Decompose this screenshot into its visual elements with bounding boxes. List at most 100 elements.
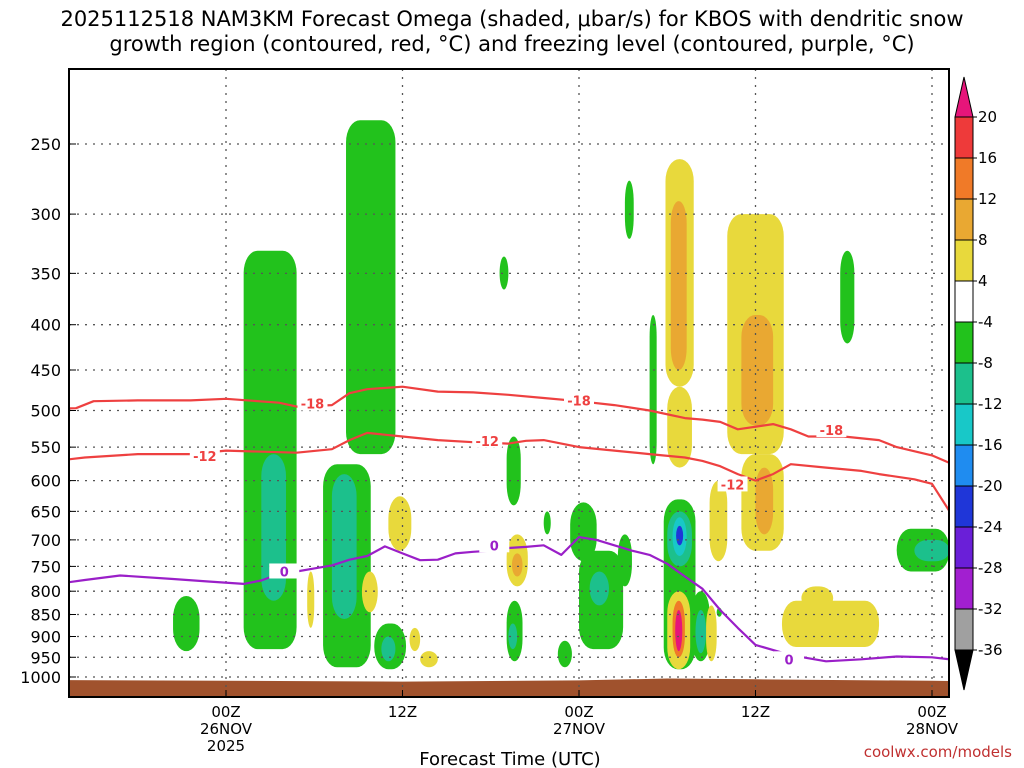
x-axis-title: Forecast Time (UTC) [419, 749, 600, 768]
freezing-label-c: 0 [785, 653, 794, 668]
ytick-label-700: 700 [30, 531, 61, 550]
colorbar-bin-12 [954, 567, 974, 610]
omega-cell-47 [781, 600, 880, 648]
omega-cell-6 [346, 120, 396, 455]
colorbar-bin-7 [954, 362, 974, 405]
omega-cell-7 [361, 571, 378, 613]
colorbar-arrow-top [954, 76, 974, 118]
isotherm-label-minus12-b: -12 [475, 435, 499, 450]
omega-cell-33 [675, 609, 683, 652]
isotherm-label-minus12-c: -12 [721, 478, 745, 493]
colorbar-arrow-bottom [954, 649, 974, 691]
colorbar-bin-3 [954, 198, 974, 241]
colorbar-bin-13 [954, 608, 974, 651]
xtick-label-0-2: 2025 [207, 737, 245, 755]
ytick-label-750: 750 [30, 557, 61, 576]
colorbar-label-13: -36 [978, 641, 1003, 659]
omega-cell-9 [381, 636, 396, 662]
y-axis-ticks: 250 300 350 400 450 500 550 600 650 700 750 800 850 9… [20, 135, 76, 687]
colorbar-label-10: -24 [978, 518, 1003, 536]
freezing-label-c-bg [774, 651, 805, 667]
xtick-label-4-1: 28NOV [906, 720, 959, 738]
colorbar-label-11: -28 [978, 559, 1003, 577]
colorbar-bin-9 [954, 444, 974, 487]
omega-cell-21 [570, 502, 597, 562]
isotherm-label-minus12-b-bg [472, 432, 503, 448]
isotherm-minus12-line [69, 431, 949, 513]
isotherm-label-minus12-a: -12 [193, 450, 217, 465]
omega-cell-25 [624, 180, 634, 239]
omega-cell-16 [506, 436, 521, 506]
ytick-label-850: 850 [30, 606, 61, 625]
omega-cell-23 [589, 571, 610, 606]
xtick-label-3-0: 12Z [741, 703, 770, 721]
omega-cell-5 [331, 474, 357, 620]
freezing-label-a: 0 [280, 565, 289, 580]
chart-title-line-1: 2025112518 NAM3KM Forecast Omega (shaded… [60, 7, 963, 31]
colorbar-label-8: -16 [978, 436, 1003, 454]
isotherm-label-minus12-a-bg [189, 448, 220, 464]
colorbar: 20 16 12 8 4 -4 -8 -12 -16 -20 -24 -28 -32 -36 [954, 76, 1003, 691]
colorbar-label-4: 4 [978, 272, 988, 290]
xtick-label-1-0: 12Z [388, 703, 417, 721]
omega-cell-10 [388, 496, 412, 551]
omega-cell-38 [695, 609, 707, 654]
colorbar-bin-4 [954, 239, 974, 282]
ytick-label-500: 500 [30, 402, 61, 421]
omega-cell-0 [173, 595, 200, 652]
colorbar-label-7: -12 [978, 395, 1003, 413]
isotherm-label-minus18-a: -18 [301, 398, 325, 413]
chart-title-line-2: growth region (contoured, red, °C) and f… [109, 32, 914, 56]
omega-shading-layer [173, 120, 949, 670]
isotherm-label-minus18-c-bg [816, 421, 847, 437]
omega-cell-13 [499, 256, 509, 290]
omega-cell-15 [511, 553, 523, 577]
omega-cell-19 [543, 511, 551, 535]
colorbar-bin-5 [954, 280, 974, 323]
ytick-label-900: 900 [30, 627, 61, 646]
colorbar-label-0: 20 [978, 108, 997, 126]
omega-cell-24 [617, 534, 632, 587]
ytick-label-450: 450 [30, 361, 61, 380]
ytick-label-1000: 1000 [20, 668, 61, 687]
isotherm-label-minus12-c-bg [717, 476, 748, 492]
ytick-label-250: 250 [30, 135, 61, 154]
xtick-label-2-1: 27NOV [553, 720, 606, 738]
xtick-label-0-1: 26NOV [200, 720, 253, 738]
credit-text: coolwx.com/models [864, 743, 1012, 761]
colorbar-label-2: 12 [978, 190, 997, 208]
xtick-label-2-0: 00Z [564, 703, 593, 721]
terrain-layer [69, 678, 949, 697]
omega-cell-11 [409, 627, 421, 652]
ytick-label-800: 800 [30, 582, 61, 601]
contour-layer: -18 -18 -18 -12 -12 -12 0 0 0 [69, 385, 949, 668]
ytick-label-350: 350 [30, 264, 61, 283]
xtick-label-0-0: 00Z [211, 703, 240, 721]
colorbar-label-9: -20 [978, 477, 1003, 495]
ytick-label-650: 650 [30, 502, 61, 521]
freezing-label-b-bg [479, 537, 510, 553]
ytick-label-950: 950 [30, 648, 61, 667]
omega-cell-39 [706, 605, 717, 662]
ytick-label-400: 400 [30, 316, 61, 335]
omega-cell-35 [670, 201, 687, 370]
xtick-label-4-0: 00Z [917, 703, 946, 721]
omega-cell-45 [755, 467, 774, 535]
isotherm-label-minus18-c: -18 [820, 424, 844, 439]
omega-cell-48 [801, 586, 834, 610]
isotherm-minus18-line [69, 385, 949, 464]
ytick-label-550: 550 [30, 438, 61, 457]
colorbar-bin-6 [954, 321, 974, 364]
omega-cell-12 [420, 651, 438, 668]
plot-frame [68, 68, 950, 698]
colorbar-bin-10 [954, 485, 974, 528]
omega-cell-46 [840, 250, 855, 344]
colorbar-bin-8 [954, 403, 974, 446]
colorbar-bin-1 [954, 116, 974, 159]
ytick-label-300: 300 [30, 205, 61, 224]
omega-cell-20 [557, 640, 572, 668]
freezing-label-a-bg [269, 563, 300, 579]
colorbar-label-12: -32 [978, 600, 1003, 618]
omega-cell-3 [307, 571, 315, 628]
